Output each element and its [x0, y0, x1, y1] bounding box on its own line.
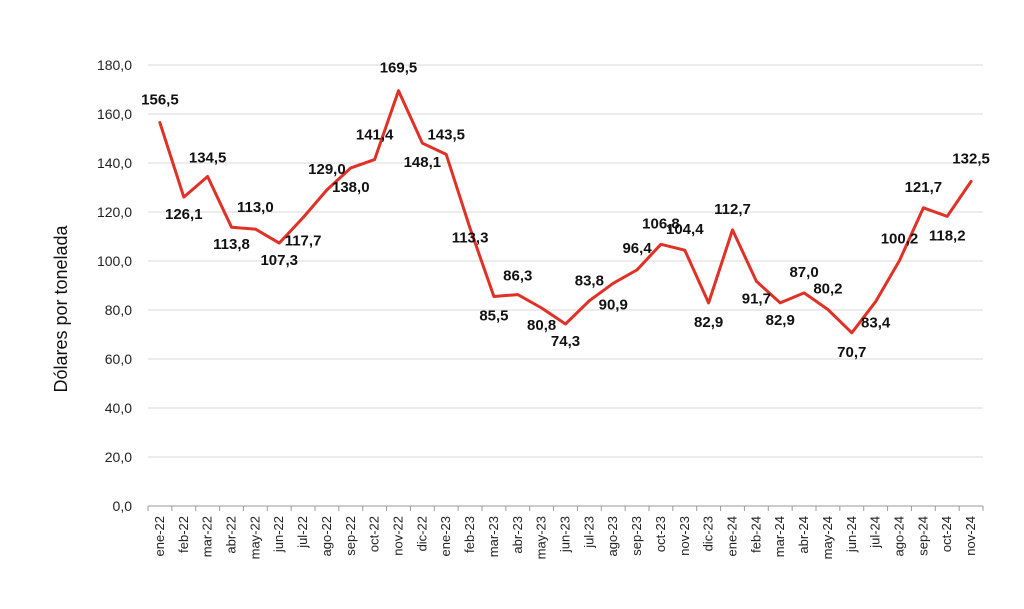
- x-tick-label: jun-24: [844, 516, 859, 553]
- data-label: 121,7: [905, 179, 943, 196]
- x-tick-label: jul-24: [868, 516, 883, 549]
- x-tick-label: sep-23: [629, 516, 644, 556]
- x-tick-label: may-24: [820, 516, 835, 559]
- data-label: 90,9: [599, 296, 628, 313]
- data-label: 80,2: [813, 281, 842, 298]
- x-tick-label: jun-22: [271, 516, 286, 553]
- data-label: 117,7: [285, 233, 322, 250]
- data-label: 83,8: [575, 273, 604, 290]
- x-tick-label: may-22: [247, 516, 262, 559]
- x-axis: [147, 505, 984, 511]
- data-label: 112,7: [714, 201, 751, 218]
- data-label: 113,0: [237, 199, 274, 216]
- y-tick-label: 180,0: [97, 57, 132, 73]
- data-label: 107,3: [260, 252, 298, 269]
- x-tick-label: ago-22: [319, 516, 334, 556]
- data-label: 106,8: [642, 215, 680, 232]
- data-label: 129,0: [308, 161, 346, 178]
- data-label: 82,9: [766, 312, 795, 329]
- x-tick-label: feb-22: [176, 516, 191, 553]
- series-line: [158, 89, 973, 335]
- data-label: 80,8: [527, 317, 556, 334]
- x-tick-label: jul-23: [581, 516, 596, 549]
- data-label: 132,5: [952, 150, 990, 167]
- x-tick-label: ene-24: [725, 516, 740, 556]
- x-tick-label: ago-23: [605, 516, 620, 556]
- x-tick-label: abr-24: [796, 516, 811, 554]
- x-tick-label: may-23: [534, 516, 549, 559]
- data-label: 113,3: [452, 229, 489, 246]
- data-label: 141,4: [356, 127, 394, 144]
- data-labels: 156,5 126,1 134,5 113,8 113,0 107,3 117,7 129,0…: [141, 60, 990, 361]
- x-tick-label: oct-22: [367, 516, 382, 552]
- data-label: 143,5: [427, 126, 465, 143]
- y-tick-label: 100,0: [97, 253, 132, 269]
- x-tick-label: ago-24: [892, 516, 907, 556]
- y-tick-label: 0,0: [113, 498, 133, 514]
- data-label: 85,5: [479, 308, 508, 325]
- x-tick-label: dic-23: [701, 516, 716, 551]
- y-tick-label: 20,0: [105, 449, 132, 465]
- x-tick-label: nov-24: [963, 516, 978, 556]
- y-tick-label: 80,0: [105, 302, 132, 318]
- data-label: 126,1: [165, 206, 203, 223]
- data-label: 134,5: [189, 149, 227, 166]
- data-label: 91,7: [742, 290, 771, 307]
- data-label: 86,3: [503, 268, 532, 285]
- x-tick-label: mar-23: [486, 516, 501, 557]
- x-tick-label: ene-23: [438, 516, 453, 556]
- x-tick-label: mar-22: [200, 516, 215, 557]
- y-axis-label: Dólares por tonelada: [51, 224, 71, 392]
- data-label: 148,1: [404, 154, 442, 171]
- x-tick-label: sep-22: [343, 516, 358, 556]
- y-tick-label: 120,0: [97, 204, 132, 220]
- x-tick-label: ene-22: [152, 516, 167, 556]
- data-label: 156,5: [141, 92, 179, 109]
- x-tick-label: oct-23: [653, 516, 668, 552]
- x-tick-label: nov-23: [677, 516, 692, 556]
- data-label: 74,3: [551, 333, 580, 350]
- data-label: 113,8: [213, 236, 250, 253]
- y-tick-label: 40,0: [105, 400, 132, 416]
- x-tick-label: oct-24: [939, 516, 954, 552]
- data-label: 118,2: [929, 227, 966, 244]
- data-label: 87,0: [789, 264, 818, 281]
- x-tick-label: mar-24: [772, 516, 787, 557]
- data-label: 138,0: [332, 179, 370, 196]
- x-tick-label: nov-22: [391, 516, 406, 556]
- gridlines: [148, 64, 983, 458]
- data-label: 82,9: [694, 314, 723, 331]
- x-tick-label: abr-22: [224, 516, 239, 554]
- y-axis-ticks: 0,0 20,0 40,0 60,0 80,0 100,0 120,0 140,0 160,0 1…: [97, 57, 132, 514]
- x-tick-label: dic-22: [414, 516, 429, 551]
- y-tick-label: 60,0: [105, 351, 132, 367]
- x-tick-label: feb-23: [462, 516, 477, 553]
- x-tick-label: sep-24: [915, 516, 930, 556]
- data-label: 169,5: [380, 60, 418, 77]
- y-tick-label: 140,0: [97, 155, 132, 171]
- x-tick-label: feb-24: [748, 516, 763, 553]
- y-tick-label: 160,0: [97, 106, 132, 122]
- data-label: 70,7: [837, 344, 866, 361]
- x-axis-ticks: ene-22 feb-22 mar-22 abr-22 may-22 jun-22 jul-…: [152, 516, 978, 559]
- data-label: 100,2: [881, 231, 919, 248]
- data-label: 83,4: [861, 315, 891, 332]
- x-tick-label: jul-22: [295, 516, 310, 549]
- x-tick-label: abr-23: [510, 516, 525, 554]
- data-label: 96,4: [622, 240, 652, 257]
- series-polyline: [158, 89, 973, 335]
- x-tick-label: jun-23: [558, 516, 573, 553]
- data-label: 104,4: [666, 221, 704, 238]
